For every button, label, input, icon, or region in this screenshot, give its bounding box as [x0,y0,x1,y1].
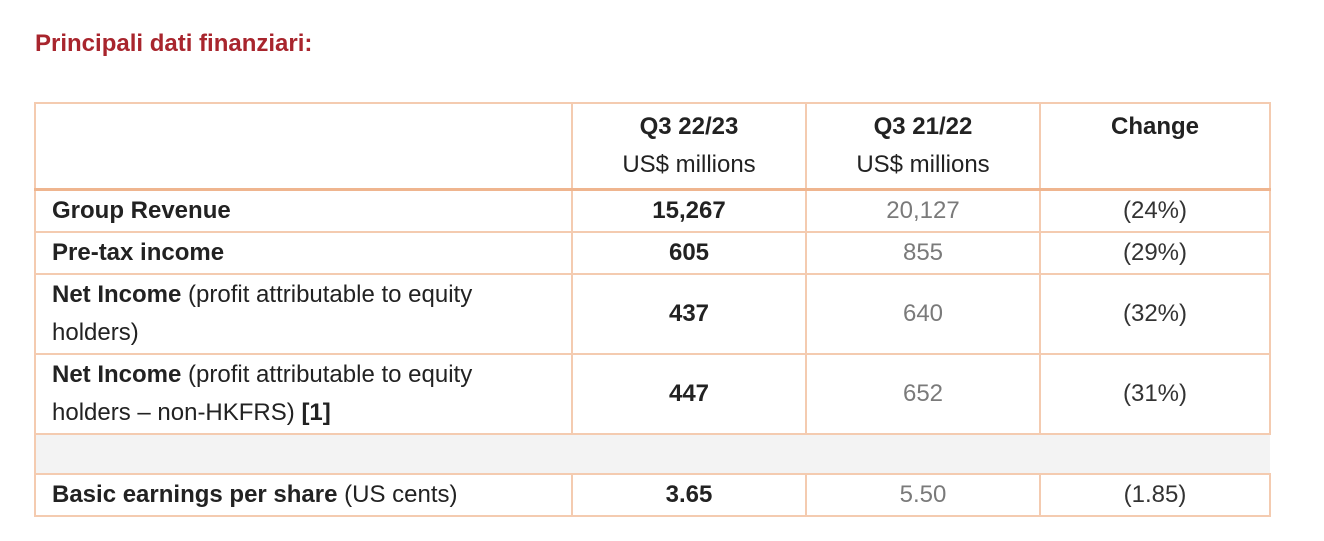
page-title: Principali dati finanziari: [35,30,313,57]
row-label-detail: (profit attributable to equity holders) [52,281,473,346]
row-label: Net Income (profit attributable to equit… [34,273,573,355]
table-header-row: Q3 22/23 US$ millions Q3 21/22 US$ milli… [34,102,1271,191]
current-value: 605 [571,231,807,275]
previous-value: 20,127 [805,188,1041,233]
row-label: Basic earnings per share (US cents) [34,473,573,517]
column-header-unit: US$ millions [856,151,990,178]
change-value: (24%) [1039,188,1271,233]
table-row: Net Income (profit attributable to equit… [34,353,1271,435]
column-header-previous-period: Q3 21/22 US$ millions [805,102,1041,191]
footnote-reference: [1] [301,399,331,426]
previous-value: 640 [805,273,1041,355]
column-header-label [34,102,573,191]
column-header-unit: US$ millions [622,151,756,178]
current-value: 15,267 [571,188,807,233]
change-value: (32%) [1039,273,1271,355]
row-label: Group Revenue [34,188,573,233]
financial-data-table: Q3 22/23 US$ millions Q3 21/22 US$ milli… [34,102,1271,517]
current-value: 437 [571,273,807,355]
financial-data-table-container: Q3 22/23 US$ millions Q3 21/22 US$ milli… [34,102,1271,517]
previous-value: 855 [805,231,1041,275]
change-value: (31%) [1039,353,1271,435]
table-row: Basic earnings per share (US cents) 3.65… [34,473,1271,517]
row-label-detail: (profit attributable to equity holders –… [52,361,473,426]
table-row: Group Revenue 15,267 20,127 (24%) [34,188,1271,233]
column-header-current-period: Q3 22/23 US$ millions [571,102,807,191]
current-value: 3.65 [571,473,807,517]
row-label-detail: (US cents) [337,481,458,508]
row-label: Net Income (profit attributable to equit… [34,353,573,435]
previous-value: 652 [805,353,1041,435]
column-header-title: Change [1110,113,1199,140]
current-value: 447 [571,353,807,435]
column-header-change: Change [1039,102,1271,191]
table-row: Pre-tax income 605 855 (29%) [34,231,1271,275]
spacer-row [34,433,1270,475]
change-value: (29%) [1039,231,1271,275]
spacer-cell [34,433,1270,475]
table-row: Net Income (profit attributable to equit… [34,273,1271,355]
previous-value: 5.50 [805,473,1041,517]
column-header-title: Q3 22/23 [639,113,739,140]
change-value: (1.85) [1039,473,1271,517]
column-header-title: Q3 21/22 [873,113,973,140]
row-label: Pre-tax income [34,231,573,275]
